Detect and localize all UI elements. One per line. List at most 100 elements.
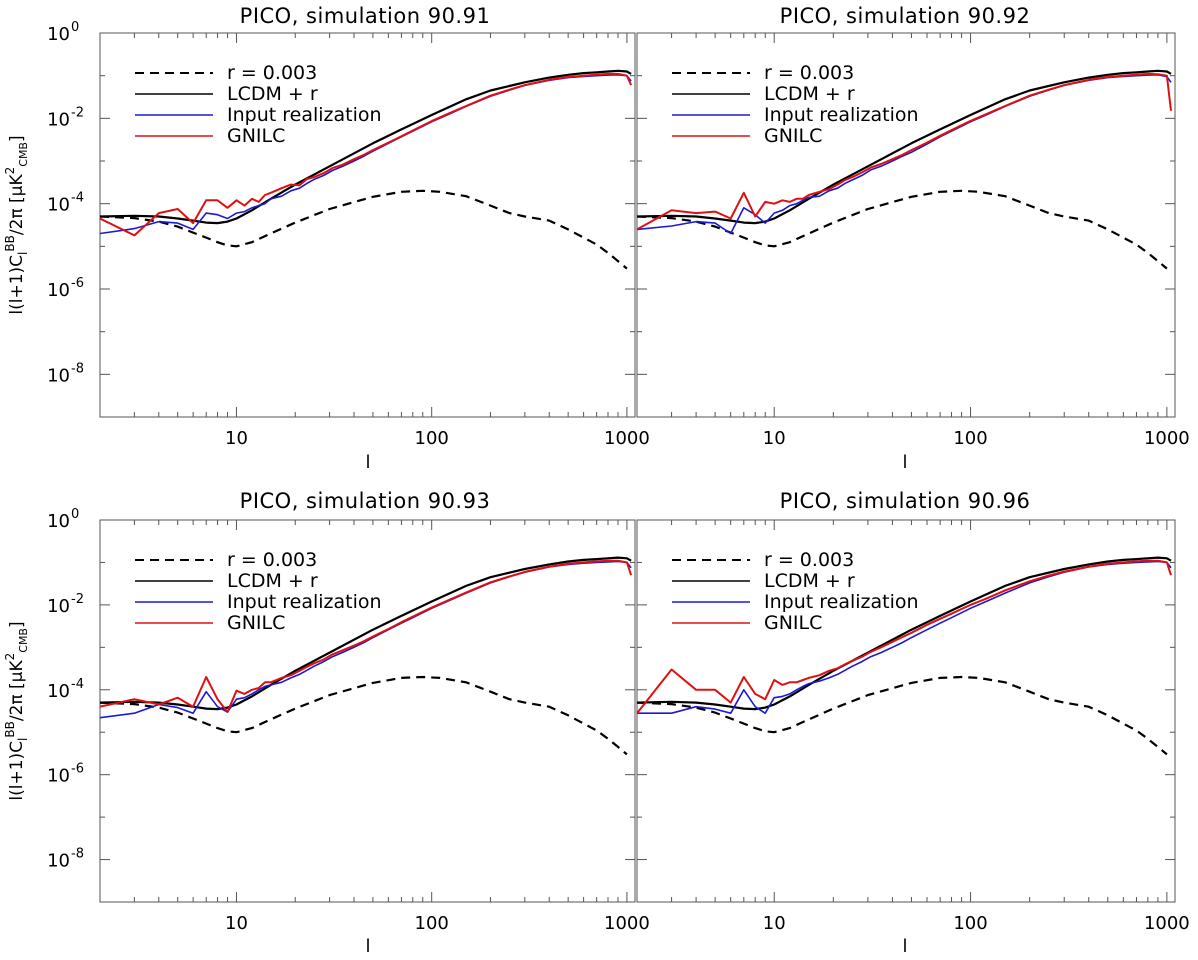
series-line-lcdm-r (637, 556, 1172, 711)
panel-title: PICO, simulation 90.91 (240, 4, 491, 28)
series-line-r-0-003 (100, 189, 628, 270)
legend-label: Input realization (227, 104, 382, 126)
series-line-lcdm-r (637, 69, 1172, 225)
x-tick-label: 10 (763, 428, 786, 449)
legend-label: LCDM + r (764, 570, 855, 592)
x-axis-label: l (365, 452, 370, 473)
legend-label: Input realization (764, 104, 919, 126)
y-tick-label: 10 (47, 851, 70, 872)
y-tick-exponent: -8 (71, 361, 84, 376)
x-tick-label: 1000 (1144, 428, 1190, 449)
y-axis-ticks (637, 32, 1175, 418)
y-axis-label-part: ] (7, 621, 27, 628)
legend-label: r = 0.003 (227, 549, 317, 571)
y-axis-ticks (100, 519, 635, 903)
x-tick-label: 100 (953, 428, 987, 449)
y-axis-label-part: BB (3, 721, 17, 737)
legend-label: GNILC (764, 125, 822, 147)
x-tick-label: 1000 (604, 428, 650, 449)
y-tick-label: 10 (47, 109, 70, 130)
x-tick-label: 1000 (604, 913, 650, 934)
y-tick-label: 10 (47, 766, 70, 787)
y-axis-label-part: /2π [μK (7, 660, 27, 722)
x-tick-label: 100 (953, 913, 987, 934)
panel-title: PICO, simulation 90.96 (780, 489, 1031, 513)
series-line-gnilc (637, 72, 1172, 231)
y-axis-label-part: l (16, 252, 30, 255)
legend-label: Input realization (227, 591, 382, 613)
plot-area (100, 556, 633, 756)
y-axis-label-part: l(l+1)C (7, 741, 27, 801)
legend-label: Input realization (764, 591, 919, 613)
y-tick-exponent: 0 (71, 20, 79, 35)
series-line-gnilc (100, 72, 633, 237)
y-axis-label-part: ] (7, 135, 27, 142)
x-axis-ticks (636, 33, 1168, 417)
x-tick-label: 10 (763, 913, 786, 934)
y-axis-ticks (100, 32, 635, 418)
series-line-r-0-003 (637, 675, 1168, 756)
y-axis-label-part: CMB (17, 142, 30, 167)
series-line-gnilc (100, 559, 633, 713)
legend-label: r = 0.003 (764, 62, 854, 84)
panel-title: PICO, simulation 90.92 (780, 4, 1031, 28)
x-axis-ticks (99, 33, 628, 417)
y-tick-exponent: -2 (71, 592, 84, 607)
y-axis-label: l(l+1)ClBB/2π [μK2CMB] (3, 621, 30, 800)
x-axis-ticks (99, 520, 628, 902)
series-line-r-0-003 (100, 675, 628, 756)
y-tick-exponent: -4 (71, 677, 84, 692)
y-axis-label: l(l+1)ClBB/2π [μK2CMB] (3, 135, 30, 314)
y-axis-ticks (637, 519, 1175, 903)
x-tick-label: 100 (415, 428, 449, 449)
chart-panel-4: PICO, simulation 90.96 10 100 1000 l r = 0.00… (636, 489, 1190, 957)
legend-label: LCDM + r (764, 83, 855, 105)
x-axis-label: l (902, 452, 907, 473)
x-tick-label: 1000 (1144, 913, 1190, 934)
legend-label: r = 0.003 (764, 549, 854, 571)
plot-area (100, 69, 633, 270)
y-axis-label-part: 2 (3, 653, 17, 661)
y-axis-label-part: 2 (3, 167, 17, 175)
y-tick-exponent: 0 (71, 507, 79, 522)
y-tick-label: 10 (47, 195, 70, 216)
legend-label: GNILC (764, 612, 822, 634)
plot-frame (99, 32, 636, 418)
y-tick-exponent: -2 (71, 105, 84, 120)
legend-label: r = 0.003 (227, 62, 317, 84)
plot-area (637, 69, 1172, 270)
plot-frame (636, 519, 1176, 903)
y-tick-label: 10 (47, 365, 70, 386)
y-axis-label-part: BB (3, 235, 17, 251)
y-tick-exponent: -6 (71, 762, 84, 777)
y-tick-exponent: -6 (71, 276, 84, 291)
x-tick-label: 10 (225, 913, 248, 934)
y-tick-label: 10 (47, 596, 70, 617)
x-axis-ticks (636, 520, 1168, 902)
y-tick-exponent: -4 (71, 191, 84, 206)
chart-panel-2: PICO, simulation 90.92 10 100 1000 l r = 0.00… (636, 4, 1190, 473)
y-tick-label: 10 (47, 511, 70, 532)
y-axis-label-part: /2π [μK (7, 174, 27, 236)
series-line-lcdm-r (100, 69, 632, 225)
series-line-gnilc (637, 559, 1172, 714)
plot-frame (636, 32, 1176, 418)
y-axis-label-part: l (16, 738, 30, 741)
panel-title: PICO, simulation 90.93 (240, 489, 491, 513)
plot-frame (99, 519, 636, 903)
legend-label: LCDM + r (227, 83, 318, 105)
y-tick-label: 10 (47, 681, 70, 702)
y-tick-label: 10 (47, 280, 70, 301)
plot-area (637, 556, 1172, 756)
legend-label: GNILC (227, 125, 285, 147)
y-axis-label-part: CMB (17, 628, 30, 653)
series-line-r-0-003 (637, 189, 1168, 270)
legend-label: GNILC (227, 612, 285, 634)
x-axis-label: l (365, 936, 370, 957)
x-tick-label: 10 (225, 428, 248, 449)
